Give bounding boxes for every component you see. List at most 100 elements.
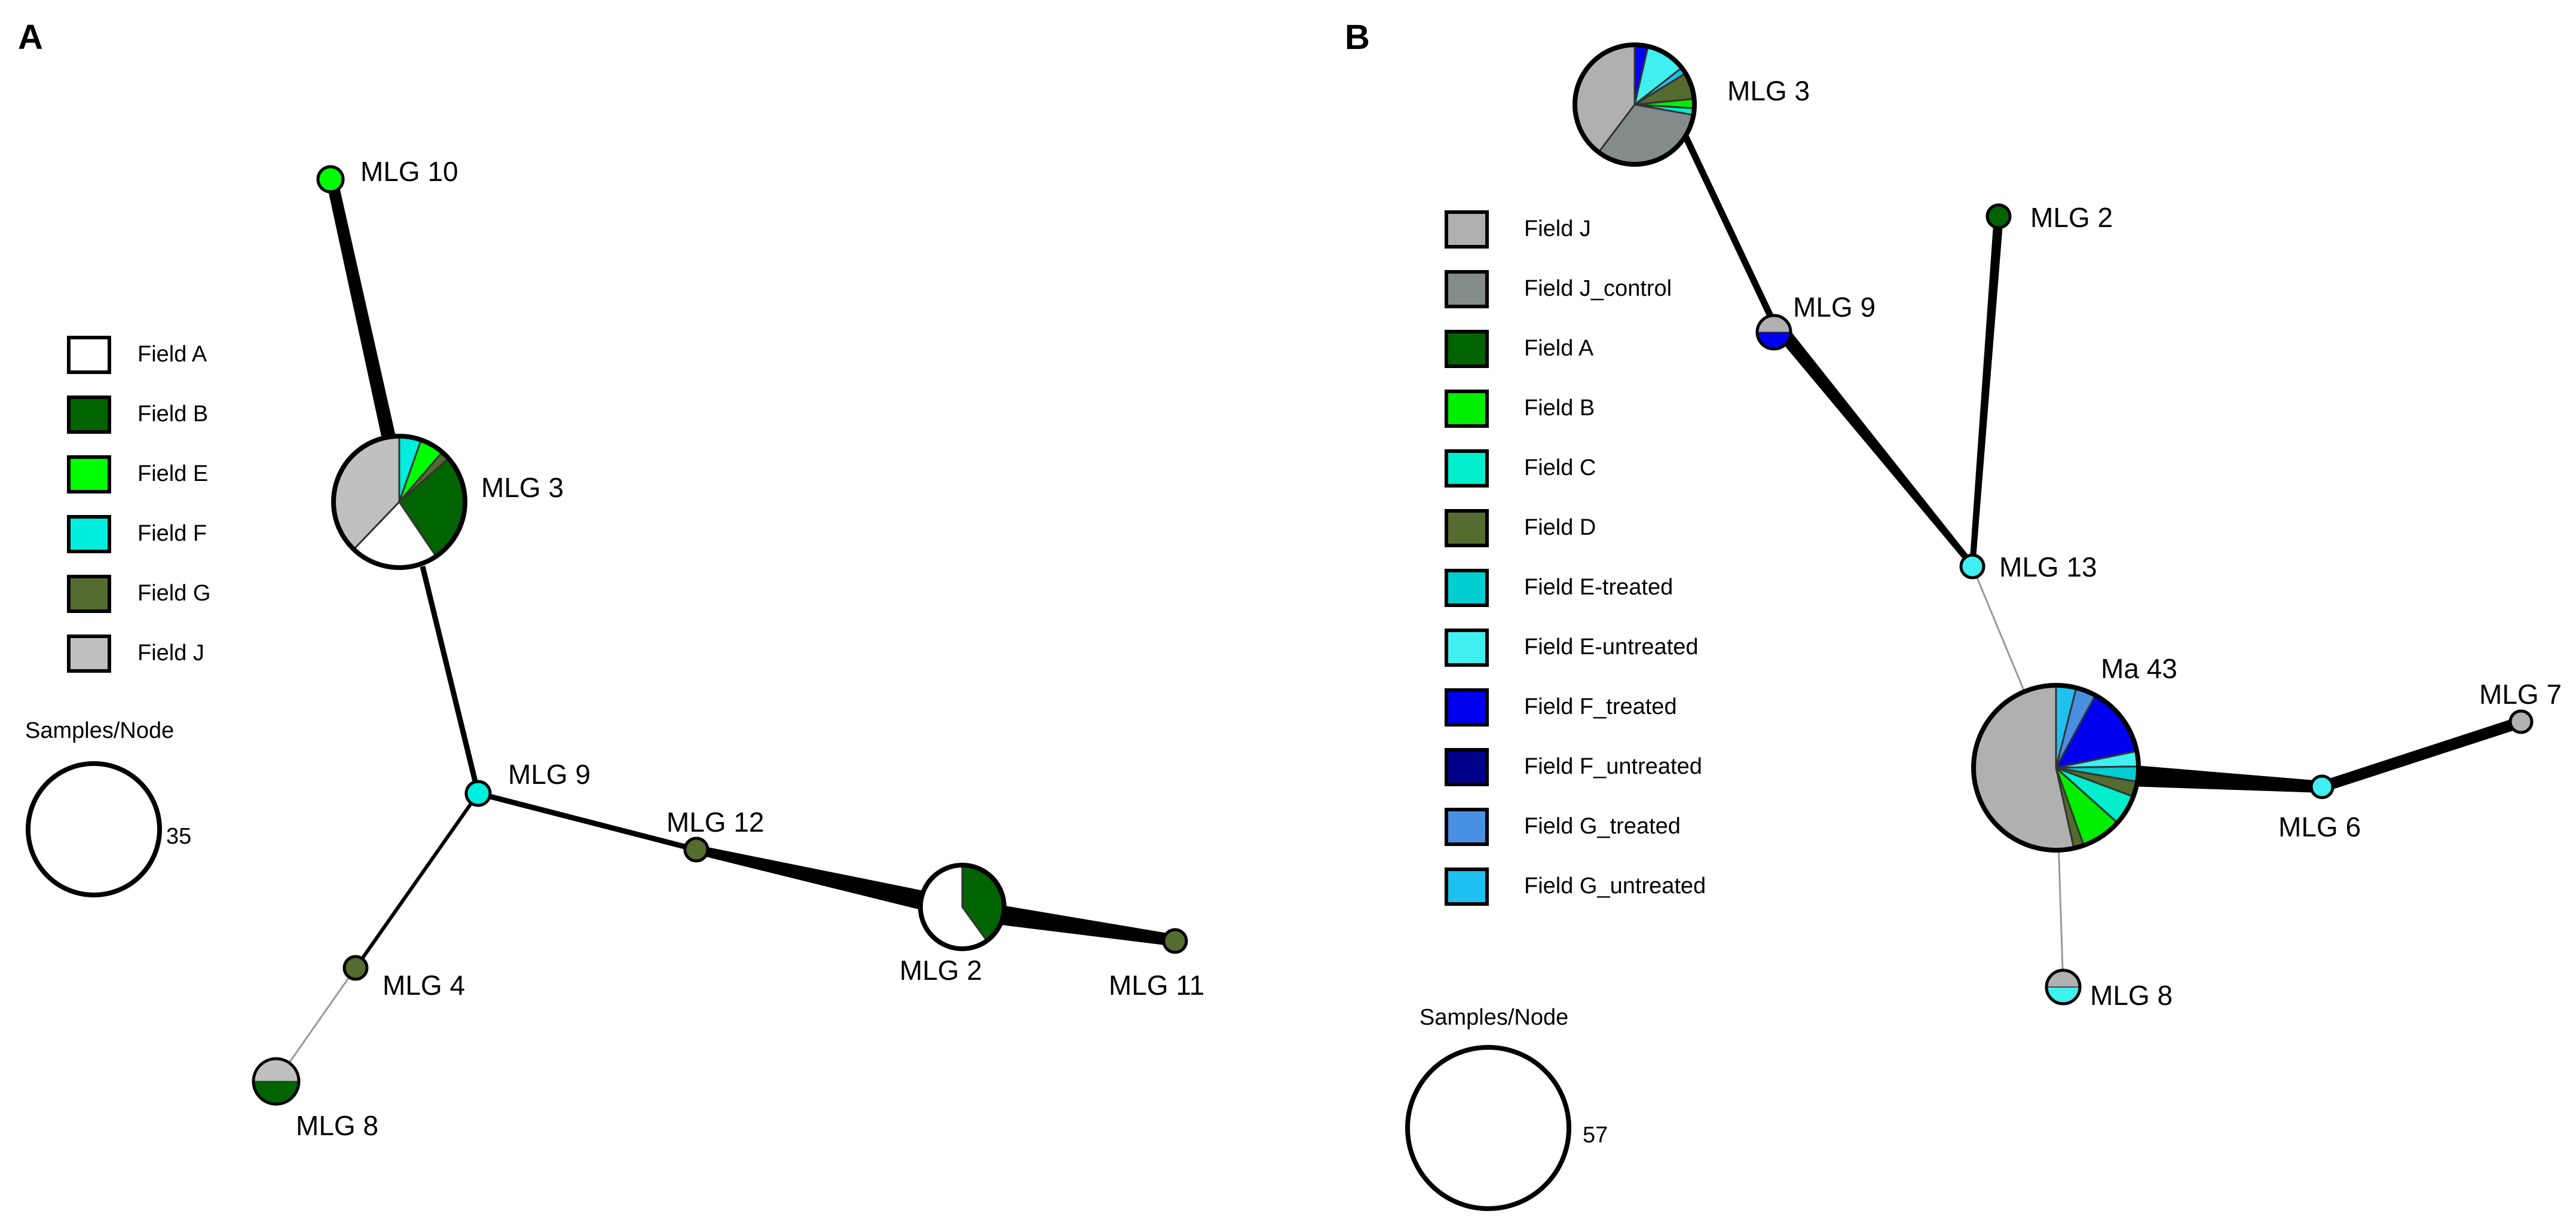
node-outline [1755, 314, 1792, 351]
node-label-b-mlg3: MLG 3 [1727, 75, 1810, 106]
legend-swatch [1445, 449, 1489, 488]
legend-label: Field F [137, 521, 207, 546]
panel-b-nodes [1572, 42, 2534, 1006]
panel-a-nodes [252, 165, 1188, 1106]
legend-b-field-g-treated: Field G_treated [1445, 808, 1681, 846]
legend-label: Field G [137, 581, 210, 606]
legend-swatch [1445, 808, 1489, 846]
legend-swatch [67, 396, 111, 434]
legend-swatch [67, 635, 111, 673]
legend-label: Field E-untreated [1524, 635, 1699, 660]
legend-swatch [1445, 509, 1489, 547]
node-b-mlg8 [2045, 968, 2082, 1006]
legend-a-field-e: Field E [67, 455, 208, 494]
node-label-a-mlg10: MLG 10 [360, 156, 458, 187]
legend-swatch [1445, 390, 1489, 428]
legend-swatch [1445, 210, 1489, 249]
node-a-mlg3 [331, 434, 467, 570]
node-outline [2508, 709, 2534, 734]
legend-label: Field E-treated [1524, 575, 1673, 600]
node-outline [252, 1057, 301, 1106]
edge-mlg10-mlg3 [326, 179, 396, 436]
legend-label: Field B [1524, 396, 1595, 421]
node-outline [316, 165, 345, 194]
legend-label: Field G_treated [1524, 814, 1681, 839]
scale-circle-b [1405, 1045, 1571, 1211]
node-b-mlg2 [1985, 203, 2012, 229]
node-a-mlg9 [464, 780, 492, 807]
legend-swatch [67, 575, 111, 613]
legend-a-field-a: Field A [67, 336, 207, 374]
legend-label: Field J [137, 640, 204, 666]
scale-circle-a [26, 761, 162, 897]
pie-slice [318, 167, 343, 192]
edge-b-mlg9-mlg13 [1770, 325, 1977, 569]
node-label-b-mlg9: MLG 9 [1793, 292, 1876, 323]
legend-a-field-g: Field G [67, 575, 210, 613]
legend-label: Field G_untreated [1524, 873, 1706, 899]
panel-a: A MLG 10 MLG 3 MLG 9 MLG 12 MLG 2 [18, 18, 1204, 1141]
node-a-mlg11 [1162, 928, 1188, 954]
node-outline [683, 836, 709, 863]
legend-label: Field J_control [1524, 276, 1672, 301]
scale-value-a: 35 [166, 824, 191, 849]
legend-b-field-f-untreated: Field F_untreated [1445, 748, 1702, 786]
node-label-a-mlg12: MLG 12 [666, 807, 764, 838]
node-label-b-mlg13: MLG 13 [1999, 551, 2097, 583]
pie-slice [2510, 711, 2532, 732]
node-b-mlg13 [1959, 553, 1985, 580]
node-label-a-mlg8: MLG 8 [296, 1110, 378, 1141]
legend-label: Field J [1524, 216, 1591, 241]
panel-b: B MLG 3 MLG 2 MLG 9 MLG 13 Ma 43 [1345, 18, 2562, 1211]
legend-b-field-b: Field B [1445, 390, 1595, 428]
edge-mlg9-mlg4 [354, 792, 480, 969]
node-outline [1959, 553, 1985, 580]
legend-b-field-g-untreated: Field G_untreated [1445, 868, 1706, 906]
pie-slice [2046, 986, 2081, 1004]
legend-swatch [1445, 748, 1489, 786]
legend-b-field-f-treated: Field F_treated [1445, 688, 1677, 727]
edge-mlg2-mlg11 [962, 899, 1175, 946]
node-outline [342, 955, 369, 981]
legend-label: Field A [1524, 336, 1594, 361]
edge-mlg9-mlg12 [477, 790, 697, 853]
legend-swatch [1445, 868, 1489, 906]
edge-b-mlg3-mlg9 [1668, 103, 1781, 334]
edge-b-mlg6-mlg7 [2322, 717, 2522, 793]
legend-label: Field C [1524, 455, 1596, 480]
legend-b-field-d: Field D [1445, 509, 1596, 547]
panel-b-edges [1668, 103, 2522, 988]
pie-slice [1987, 205, 2010, 228]
panel-b-legend: Field J Field J_control Field A Field B … [1445, 210, 1706, 906]
node-outline [331, 434, 467, 570]
pie-slice [2311, 776, 2333, 798]
node-outline [1162, 928, 1188, 954]
panel-a-legend: Field A Field B Field E Field F Field G … [67, 336, 210, 673]
legend-label: Field F_treated [1524, 694, 1677, 719]
legend-b-field-c: Field C [1445, 449, 1596, 488]
scale-title-b: Samples/Node [1419, 1005, 1568, 1030]
pie-slice [1757, 315, 1791, 333]
node-outline [918, 863, 1006, 951]
node-a-mlg12 [683, 836, 709, 863]
node-outline [1971, 683, 2141, 853]
legend-swatch [67, 515, 111, 553]
panel-b-letter: B [1345, 18, 1370, 57]
node-label-a-mlg4: MLG 4 [383, 970, 465, 1001]
legend-label: Field A [137, 342, 207, 367]
legend-a-field-b: Field B [67, 396, 208, 434]
pie-slice [253, 1081, 299, 1105]
node-outline [2045, 968, 2082, 1006]
scale-title-a: Samples/Node [25, 718, 174, 743]
edge-mlg3-mlg9 [420, 565, 481, 795]
legend-swatch [1445, 270, 1489, 308]
legend-b-field-a: Field A [1445, 330, 1594, 368]
node-b-mlg9 [1755, 314, 1792, 351]
pie-slice [466, 781, 490, 805]
node-outline [1572, 42, 1697, 167]
panel-a-edges [275, 179, 1175, 1082]
panel-b-size-scale: Samples/Node 57 [1405, 1005, 1608, 1211]
legend-swatch [1445, 688, 1489, 727]
node-label-b-mlg7: MLG 7 [2479, 679, 2562, 710]
pie-slice [685, 838, 708, 861]
